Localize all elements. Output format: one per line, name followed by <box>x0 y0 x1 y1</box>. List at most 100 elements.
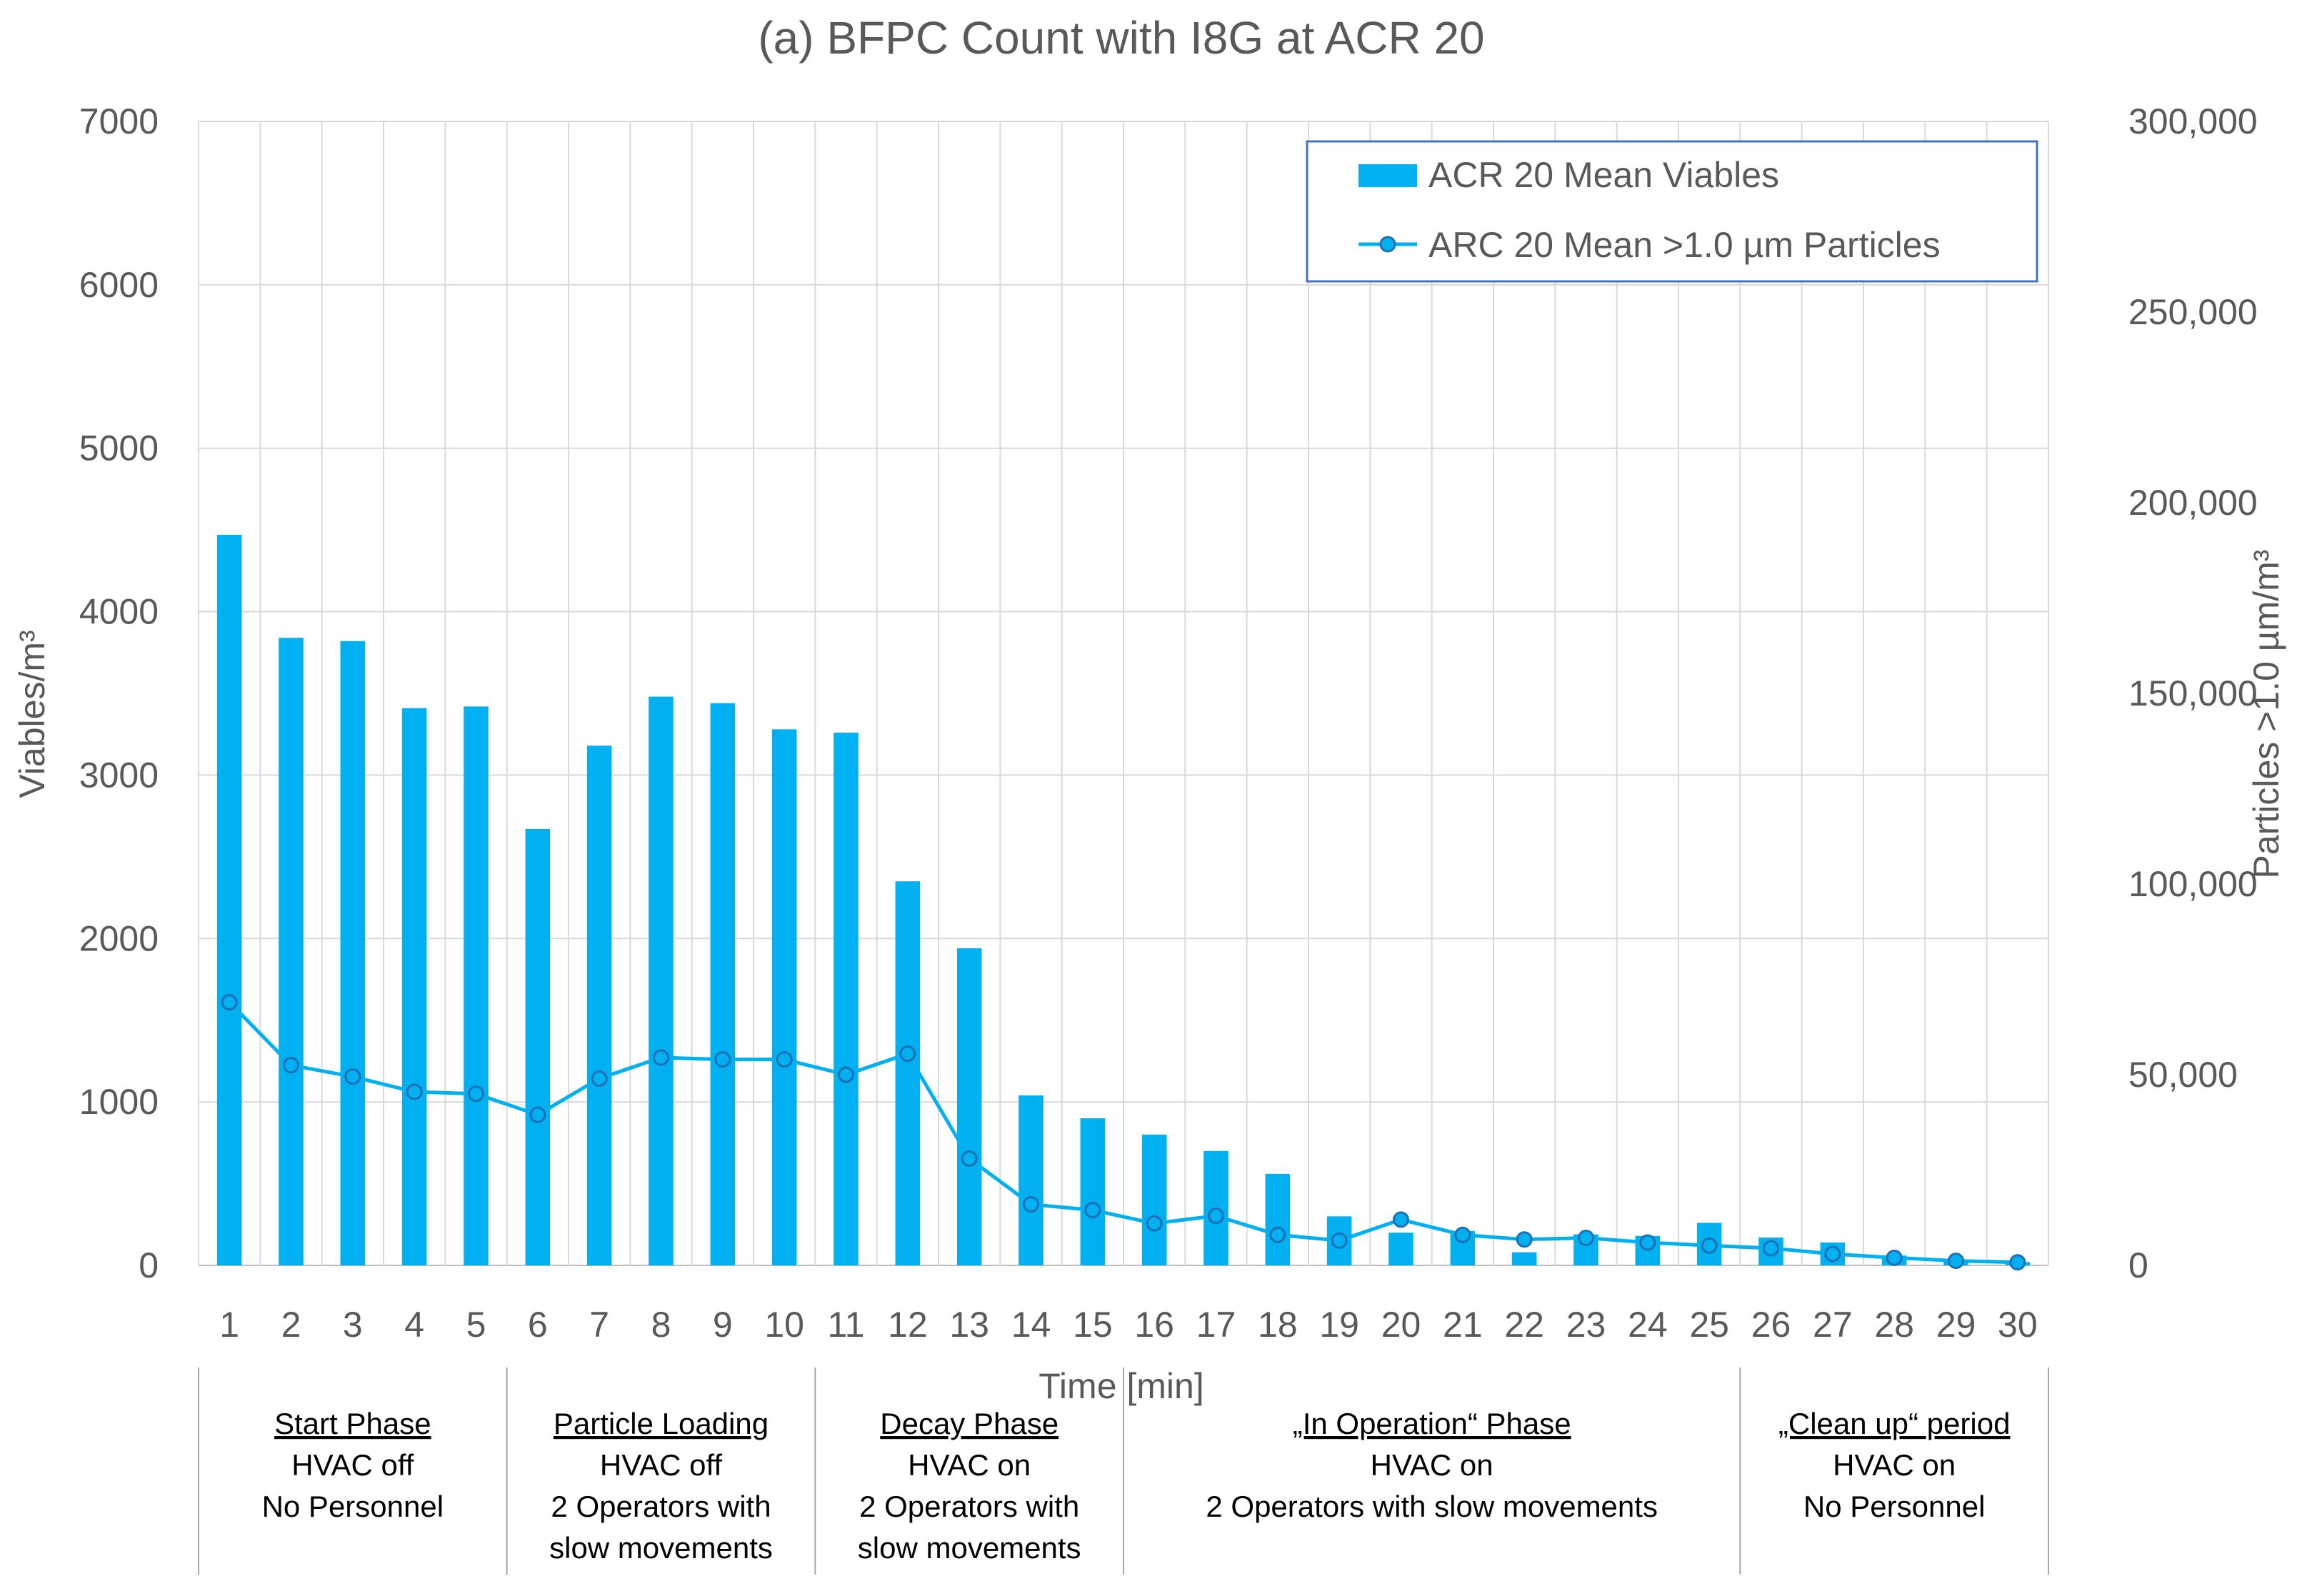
line-series <box>221 994 2026 1271</box>
x-tick-label: 12 <box>888 1305 928 1345</box>
x-tick-label: 3 <box>343 1305 363 1345</box>
x-tick-label: 24 <box>1628 1305 1668 1345</box>
line-point <box>1639 1234 1656 1251</box>
bar <box>279 638 304 1265</box>
line-point <box>1763 1240 1779 1257</box>
bar <box>586 746 612 1265</box>
gridlines <box>198 121 2049 1266</box>
x-tick-label: 21 <box>1443 1305 1483 1345</box>
bar <box>464 706 489 1265</box>
line-point <box>1701 1237 1718 1254</box>
x-tick-label: 11 <box>828 1305 865 1345</box>
phase-detail: 2 Operators with <box>859 1490 1079 1523</box>
line-point <box>838 1066 854 1083</box>
series-line <box>228 1000 2018 1265</box>
line-point <box>899 1045 916 1063</box>
phase-title: Decay Phase <box>880 1407 1059 1440</box>
y-tick-label: 4000 <box>79 592 159 632</box>
bar <box>1388 1233 1413 1265</box>
legend: ACR 20 Mean Viables ARC 20 Mean >1.0 µm … <box>1306 140 2038 283</box>
x-tick-label: 6 <box>528 1305 548 1345</box>
line-point <box>344 1068 361 1085</box>
line-point <box>406 1083 423 1100</box>
phase-detail: slow movements <box>858 1531 1081 1565</box>
phase-title: „Clean up“ period <box>1778 1407 2011 1440</box>
x-tick-label: 30 <box>1998 1305 2038 1345</box>
bar <box>771 729 797 1265</box>
line-point <box>1824 1245 1841 1263</box>
line-point <box>1578 1230 1594 1247</box>
x-tick-label: 28 <box>1874 1305 1914 1345</box>
x-axis-title: Time [min] <box>1039 1366 1204 1406</box>
phase-annotations: Start Phase HVAC off No Personnel Particle … <box>198 1367 2049 1575</box>
line-point <box>1146 1215 1163 1232</box>
line-point <box>1948 1253 1964 1270</box>
line-point <box>221 994 238 1011</box>
bar <box>895 881 921 1265</box>
bar <box>401 708 427 1265</box>
phase-detail: 2 Operators with <box>551 1490 771 1523</box>
y-tick-label: 3000 <box>79 755 159 795</box>
x-tick-label: 7 <box>589 1305 609 1345</box>
line-point <box>283 1057 299 1074</box>
bar <box>1511 1252 1537 1265</box>
y-tick-label: 7000 <box>79 101 159 141</box>
line-point <box>1886 1249 1903 1266</box>
y-axis-title: Viables/m³ <box>12 630 52 798</box>
x-tick-label: 27 <box>1813 1305 1853 1345</box>
legend-line-marker <box>1379 236 1396 253</box>
phase-title: Particle Loading <box>554 1407 769 1440</box>
bar <box>1019 1095 1044 1265</box>
legend-label-viables: ACR 20 Mean Viables <box>1428 155 1779 195</box>
bar <box>340 641 366 1265</box>
phase-title: „In Operation“ Phase <box>1293 1407 1571 1440</box>
bar <box>649 696 674 1265</box>
phase-detail: No Personnel <box>1803 1490 1985 1523</box>
y-tick-label: 2000 <box>79 918 159 958</box>
x-tick-label: 20 <box>1381 1305 1421 1345</box>
line-point <box>1084 1202 1101 1219</box>
y-tick-label: 0 <box>139 1245 159 1285</box>
line-point <box>1331 1232 1348 1249</box>
line-point <box>714 1051 731 1068</box>
phase-title: Start Phase <box>274 1407 431 1440</box>
x-tick-label: 23 <box>1566 1305 1606 1345</box>
phase-detail: No Personnel <box>262 1490 444 1523</box>
x-tick-label: 22 <box>1504 1305 1544 1345</box>
y2-tick-label: 150,000 <box>2128 673 2258 713</box>
x-tick-label: 10 <box>764 1305 804 1345</box>
left-axis-ticks: 0 1000 2000 3000 4000 5000 6000 7000 <box>79 101 159 1285</box>
bar-series <box>216 535 2031 1265</box>
legend-label-particles: ARC 20 Mean >1.0 µm Particles <box>1428 225 1941 265</box>
legend-bar-swatch <box>1358 164 1417 187</box>
bar <box>1141 1134 1167 1265</box>
bar <box>1080 1118 1106 1265</box>
x-tick-label: 9 <box>713 1305 733 1345</box>
phase-detail: HVAC on <box>908 1448 1031 1482</box>
x-tick-label: 25 <box>1689 1305 1729 1345</box>
line-point <box>961 1150 978 1167</box>
line-point <box>468 1085 484 1103</box>
legend-box <box>1306 140 2038 283</box>
phase-detail: HVAC on <box>1833 1448 1956 1482</box>
right-axis-ticks: 0 50,000 100,000 150,000 200,000 250,000 300,0… <box>2128 101 2258 1285</box>
bar <box>710 703 736 1265</box>
y2-tick-label: 250,000 <box>2128 292 2258 332</box>
line-point <box>1454 1226 1471 1243</box>
line-point <box>1269 1226 1286 1243</box>
x-tick-label: 26 <box>1751 1305 1791 1345</box>
y2-tick-label: 300,000 <box>2128 101 2258 141</box>
line-point <box>591 1070 608 1087</box>
x-tick-label: 15 <box>1073 1305 1113 1345</box>
line-point <box>1516 1231 1533 1248</box>
y2-axis-title: Particles >1.0 µm/m³ <box>2246 550 2286 879</box>
x-tick-label: 17 <box>1196 1305 1236 1345</box>
phase-detail: 2 Operators with slow movements <box>1206 1490 1658 1523</box>
phase-detail: HVAC off <box>291 1448 414 1482</box>
line-point <box>776 1051 793 1068</box>
y-tick-label: 5000 <box>79 428 159 468</box>
x-tick-label: 29 <box>1936 1305 1976 1345</box>
line-point <box>2009 1254 2026 1271</box>
bar <box>216 535 242 1265</box>
